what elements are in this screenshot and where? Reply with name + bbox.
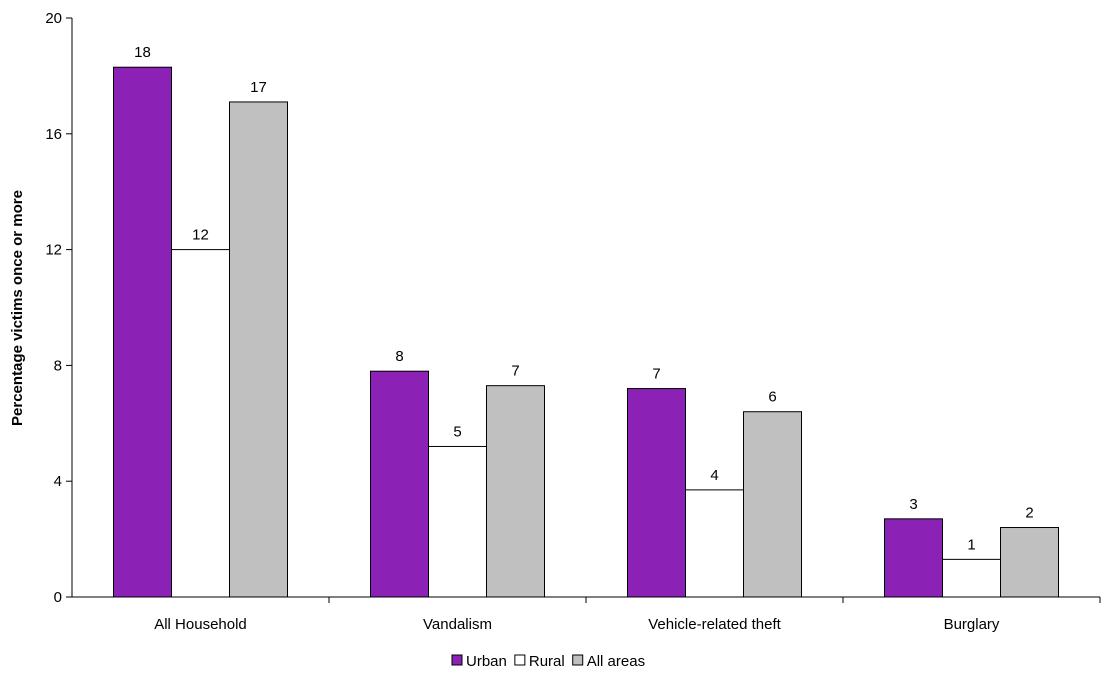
x-category-label: All Household bbox=[154, 616, 247, 633]
data-label: 7 bbox=[652, 366, 660, 383]
y-tick-label: 20 bbox=[45, 10, 62, 27]
data-label: 6 bbox=[768, 389, 776, 406]
y-ticks-layer: 0 4 8 12 16 20 bbox=[45, 10, 72, 606]
data-label: 2 bbox=[1025, 505, 1033, 522]
data-label: 12 bbox=[192, 227, 209, 244]
bar-all-areas bbox=[1000, 527, 1059, 598]
data-label: 4 bbox=[710, 467, 718, 484]
data-label: 7 bbox=[511, 363, 519, 380]
x-category-label: Vehicle-related theft bbox=[648, 616, 781, 633]
bar-urban bbox=[113, 66, 172, 598]
bar-all-areas bbox=[229, 101, 288, 598]
bar-rural bbox=[942, 558, 1001, 598]
data-label: 1 bbox=[967, 536, 975, 553]
y-tick-label: 8 bbox=[54, 357, 62, 374]
legend-swatch bbox=[451, 654, 463, 666]
legend: Urban Rural All areas bbox=[451, 653, 645, 670]
data-label: 17 bbox=[250, 79, 267, 96]
data-label: 18 bbox=[134, 44, 151, 61]
y-tick-label: 0 bbox=[54, 589, 62, 606]
legend-label: All areas bbox=[587, 653, 645, 670]
bar-rural bbox=[685, 489, 744, 598]
bar-rural bbox=[171, 249, 230, 598]
bar-all-areas bbox=[486, 385, 545, 598]
bar-urban bbox=[884, 518, 943, 598]
legend-swatch bbox=[572, 654, 584, 666]
bar-urban bbox=[627, 388, 686, 598]
y-axis-label: Percentage victims once or more bbox=[9, 190, 26, 426]
x-ticks-layer: All Household Vandalism Vehicle-related th… bbox=[154, 597, 1101, 633]
bar-urban bbox=[370, 370, 429, 598]
bars-layer bbox=[113, 66, 1059, 598]
data-label: 5 bbox=[453, 423, 461, 440]
bar-rural bbox=[428, 445, 487, 598]
y-tick-label: 12 bbox=[45, 242, 62, 259]
bar-all-areas bbox=[743, 411, 802, 598]
y-tick-label: 4 bbox=[54, 473, 62, 490]
legend-swatch bbox=[514, 654, 526, 666]
data-label: 8 bbox=[395, 348, 403, 365]
x-category-label: Burglary bbox=[944, 616, 1000, 633]
x-category-label: Vandalism bbox=[423, 616, 492, 633]
data-label: 3 bbox=[909, 496, 917, 513]
legend-label: Rural bbox=[529, 653, 565, 670]
legend-label: Urban bbox=[466, 653, 507, 670]
y-tick-label: 16 bbox=[45, 126, 62, 143]
